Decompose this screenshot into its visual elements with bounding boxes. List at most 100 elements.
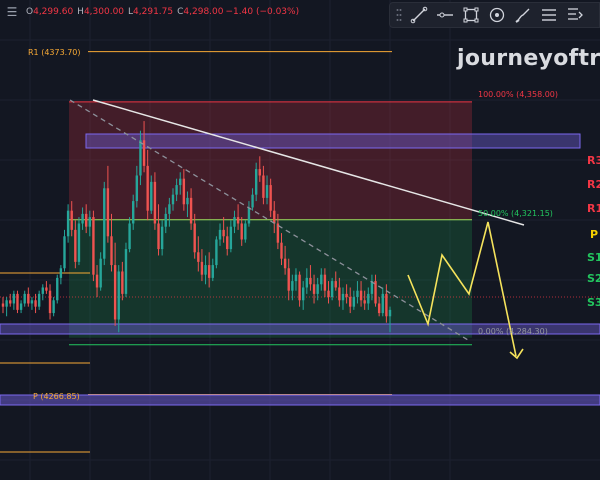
candle-body: [164, 213, 167, 227]
candle-body: [273, 210, 276, 224]
candle: [388, 306, 392, 333]
candle-body: [59, 268, 63, 278]
candle: [294, 268, 298, 291]
candle: [66, 204, 70, 243]
upper-supply-zone: [85, 133, 581, 149]
trend-line-icon[interactable]: [408, 4, 430, 26]
candle-body: [359, 290, 363, 301]
candle: [153, 172, 157, 230]
text-lines-icon[interactable]: [538, 4, 560, 26]
candle: [132, 194, 135, 230]
candle: [92, 210, 95, 282]
candle: [222, 217, 225, 243]
candle: [197, 236, 200, 272]
candle: [77, 217, 81, 266]
candle: [301, 281, 305, 310]
high-key: H: [77, 7, 84, 17]
candle-body: [186, 197, 189, 205]
candle-body: [77, 223, 81, 262]
candle: [352, 290, 356, 310]
candle: [139, 130, 142, 186]
candle: [121, 261, 124, 301]
candle-body: [128, 223, 131, 250]
candle: [200, 249, 204, 282]
candle-body: [12, 293, 16, 304]
projection-arrowhead: [509, 348, 524, 360]
candle-body: [150, 181, 153, 211]
rectangle-icon[interactable]: [460, 4, 482, 26]
pivot-level-label: P (4266.85): [33, 392, 80, 401]
candle-body: [142, 140, 146, 166]
candle: [124, 242, 128, 298]
candle: [204, 255, 207, 285]
candle: [312, 274, 316, 304]
candle: [12, 290, 16, 310]
candle: [95, 265, 99, 298]
candle-body: [175, 185, 178, 195]
candle-body: [30, 300, 34, 304]
measure-icon[interactable]: [564, 4, 586, 26]
candle-body: [240, 223, 243, 240]
candle: [215, 236, 218, 269]
close-value: 4,298.00: [183, 7, 224, 17]
candle-body: [301, 287, 305, 301]
candle-body: [45, 287, 48, 291]
right-label-r3: R3: [587, 154, 600, 167]
candle: [88, 210, 92, 237]
candle: [117, 265, 120, 333]
candle-body: [283, 258, 287, 269]
candle-body: [338, 287, 341, 301]
candle: [1, 297, 5, 314]
resistance-trend-line: [92, 99, 525, 226]
open-value: 4,299.60: [33, 7, 74, 17]
candle: [244, 220, 247, 243]
price-zones[interactable]: [0, 133, 600, 406]
right-label-s2: S2: [587, 272, 600, 285]
drag-handle-icon[interactable]: [394, 6, 404, 24]
candle-body: [367, 293, 370, 304]
candle: [175, 178, 178, 202]
candle: [345, 284, 348, 304]
candle-body: [9, 300, 12, 304]
candle: [27, 287, 30, 307]
lower-demand-zone: [0, 323, 600, 335]
candle-body: [229, 226, 233, 250]
projection-path: [407, 221, 517, 357]
brush-icon[interactable]: [512, 4, 534, 26]
candle-body: [135, 175, 139, 202]
open-key: O: [26, 7, 34, 17]
horizontal-line-icon[interactable]: [434, 4, 456, 26]
candle-body: [363, 300, 366, 304]
candle: [34, 293, 37, 314]
candle-body: [312, 284, 316, 294]
candle: [19, 300, 23, 314]
pivot-zone: [0, 394, 600, 406]
candle-body: [327, 290, 330, 298]
candle-body: [381, 293, 384, 314]
candle: [363, 290, 366, 310]
trend-drawings[interactable]: [69, 99, 525, 360]
candle-body: [168, 204, 171, 214]
candle: [30, 297, 34, 310]
candle: [320, 268, 323, 291]
fibonacci-retracement[interactable]: [69, 101, 472, 346]
candle-body: [124, 249, 128, 294]
candle: [287, 258, 290, 301]
candle-body: [74, 229, 77, 262]
candle-body: [211, 265, 214, 278]
candle: [258, 156, 261, 182]
candle-body: [370, 281, 374, 294]
candle-body: [103, 188, 106, 259]
circle-target-icon[interactable]: [486, 4, 508, 26]
candle: [349, 287, 352, 314]
candle-body: [139, 140, 142, 176]
candle: [283, 245, 287, 275]
candle-body: [320, 274, 323, 285]
candle: [254, 162, 258, 202]
candle: [233, 210, 236, 234]
candle: [367, 287, 370, 310]
candle-body: [388, 309, 392, 317]
right-label-r1: R1: [587, 202, 600, 215]
menu-icon[interactable]: ☰: [6, 5, 18, 19]
